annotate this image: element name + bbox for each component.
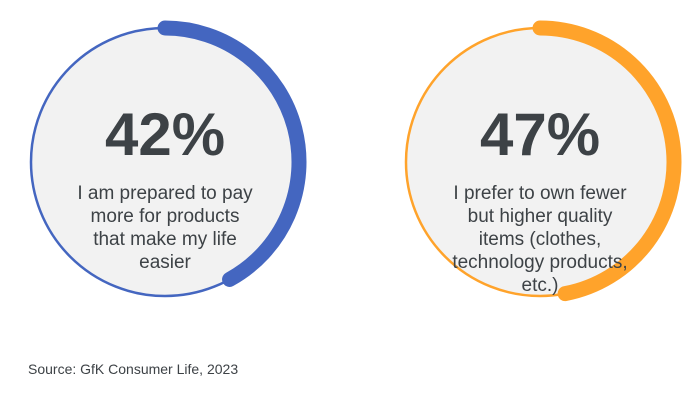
progress-arc [157,20,307,287]
value-label: 42% [104,101,226,168]
description: I am prepared to pay more for products t… [77,183,253,273]
value-label: 47% [479,101,601,168]
description: I prefer to own fewer but higher quality… [452,183,628,296]
source: Source: GfK Consumer Life, 2023 [28,361,239,377]
progress-arc [532,20,682,302]
